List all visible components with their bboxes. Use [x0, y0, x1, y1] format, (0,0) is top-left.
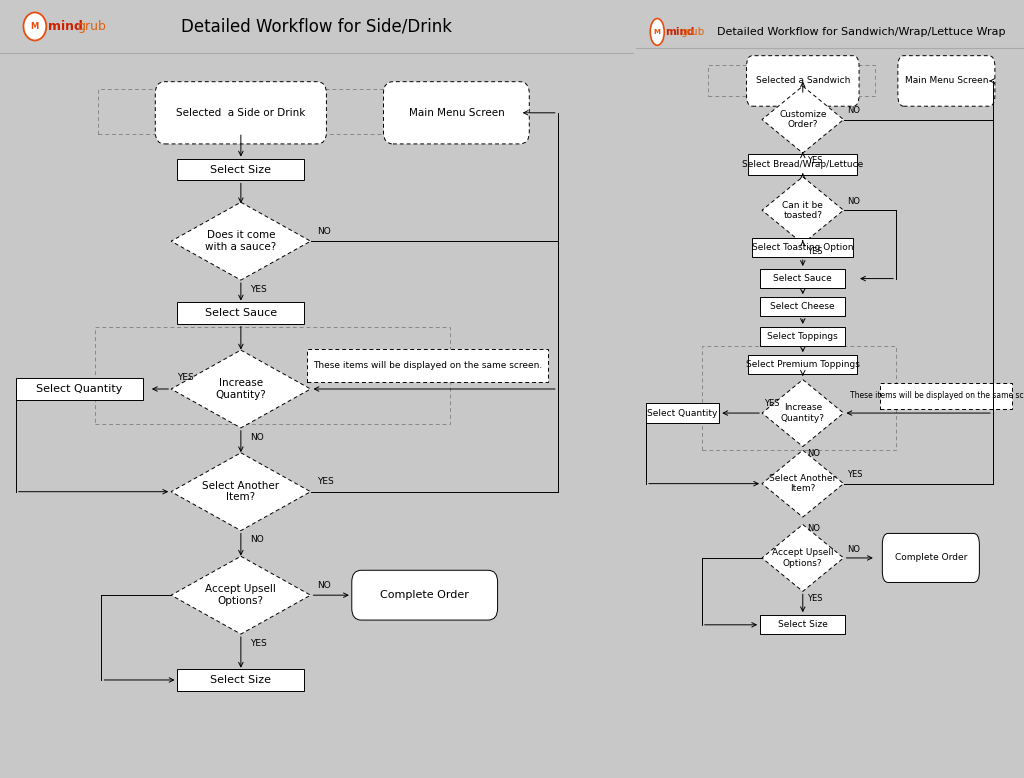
Text: NO: NO	[848, 545, 860, 553]
Text: YES: YES	[251, 639, 267, 648]
Polygon shape	[762, 177, 844, 244]
Text: Detailed Workflow for Sandwich/Wrap/Lettuce Wrap: Detailed Workflow for Sandwich/Wrap/Lett…	[717, 27, 1006, 37]
Bar	[701, 346, 896, 450]
Bar	[749, 355, 857, 374]
Text: Select Another
Item?: Select Another Item?	[769, 474, 837, 493]
Text: YES: YES	[317, 477, 334, 486]
Bar	[645, 404, 719, 422]
Text: Customize
Order?: Customize Order?	[779, 110, 826, 129]
Polygon shape	[762, 450, 844, 517]
Text: Main Menu Screen: Main Menu Screen	[409, 108, 504, 117]
Text: YES: YES	[808, 156, 823, 165]
Text: Select Size: Select Size	[210, 675, 271, 685]
Bar	[881, 383, 1013, 409]
Circle shape	[650, 19, 665, 45]
Bar	[708, 65, 874, 96]
Polygon shape	[171, 453, 310, 531]
FancyBboxPatch shape	[746, 56, 859, 107]
Text: NO: NO	[317, 580, 331, 590]
Text: Accept Upsell
Options?: Accept Upsell Options?	[206, 584, 276, 606]
Text: Selected  a Side or Drink: Selected a Side or Drink	[176, 108, 305, 117]
FancyBboxPatch shape	[383, 82, 529, 144]
Text: grub: grub	[681, 27, 705, 37]
FancyBboxPatch shape	[156, 82, 327, 144]
Text: Does it come
with a sauce?: Does it come with a sauce?	[205, 230, 276, 252]
Bar	[95, 327, 450, 424]
Text: YES: YES	[177, 373, 195, 382]
Text: YES: YES	[251, 285, 267, 294]
Text: Can it be
toasted?: Can it be toasted?	[782, 201, 823, 220]
Bar	[307, 349, 548, 382]
Bar	[177, 302, 304, 324]
Polygon shape	[762, 380, 844, 447]
Text: NO: NO	[848, 106, 860, 115]
Bar	[15, 378, 142, 400]
FancyBboxPatch shape	[883, 534, 979, 583]
Text: Select Another
Item?: Select Another Item?	[203, 481, 280, 503]
Text: Detailed Workflow for Side/Drink: Detailed Workflow for Side/Drink	[181, 17, 453, 36]
Text: Select Sauce: Select Sauce	[205, 308, 276, 317]
Text: Selected a Sandwich: Selected a Sandwich	[756, 76, 850, 86]
Polygon shape	[171, 350, 310, 428]
Text: Select Toasting Option: Select Toasting Option	[752, 243, 854, 252]
Bar	[749, 154, 857, 174]
Text: Select Cheese: Select Cheese	[770, 303, 836, 311]
Text: YES: YES	[848, 470, 863, 479]
Circle shape	[24, 12, 46, 40]
Text: NO: NO	[808, 524, 820, 533]
Text: Select Size: Select Size	[778, 620, 827, 629]
Text: Complete Order: Complete Order	[380, 591, 469, 600]
Text: Increase
Quantity?: Increase Quantity?	[780, 403, 824, 422]
Text: These items will be displayed on the same screen.: These items will be displayed on the sam…	[850, 391, 1024, 401]
Text: NO: NO	[251, 535, 264, 545]
Text: Select Size: Select Size	[210, 165, 271, 174]
Bar	[760, 327, 846, 346]
Text: mind: mind	[47, 20, 82, 33]
Text: Complete Order: Complete Order	[895, 553, 967, 562]
Polygon shape	[762, 86, 844, 153]
Text: Select Quantity: Select Quantity	[647, 408, 718, 418]
Text: Increase
Quantity?: Increase Quantity?	[215, 378, 266, 400]
Bar	[760, 615, 846, 635]
Text: Select Premium Toppings: Select Premium Toppings	[745, 360, 860, 370]
Text: Select Sauce: Select Sauce	[773, 274, 833, 283]
Bar	[98, 89, 402, 134]
Bar	[177, 669, 304, 691]
Polygon shape	[171, 202, 310, 280]
Text: NO: NO	[848, 197, 860, 206]
Bar	[760, 269, 846, 288]
Text: YES: YES	[808, 594, 823, 603]
FancyBboxPatch shape	[898, 56, 995, 107]
Text: mind: mind	[665, 27, 694, 37]
Text: YES: YES	[808, 247, 823, 256]
Text: Select Toppings: Select Toppings	[767, 332, 839, 341]
Bar	[760, 297, 846, 317]
Text: NO: NO	[251, 433, 264, 442]
Text: YES: YES	[764, 399, 779, 408]
Bar	[177, 159, 304, 180]
FancyBboxPatch shape	[352, 570, 498, 620]
Text: NO: NO	[317, 226, 331, 236]
Text: grub: grub	[78, 20, 106, 33]
Polygon shape	[762, 524, 844, 591]
Bar	[753, 238, 853, 257]
Text: M: M	[653, 29, 660, 35]
Text: Accept Upsell
Options?: Accept Upsell Options?	[772, 548, 834, 568]
Text: Select Bread/Wrap/Lettuce: Select Bread/Wrap/Lettuce	[742, 159, 863, 169]
Text: NO: NO	[808, 450, 820, 458]
Text: Select Quantity: Select Quantity	[36, 384, 123, 394]
Text: M: M	[31, 22, 39, 31]
Text: Main Menu Screen: Main Menu Screen	[904, 76, 988, 86]
Text: These items will be displayed on the same screen.: These items will be displayed on the sam…	[313, 361, 543, 370]
Polygon shape	[171, 556, 310, 634]
